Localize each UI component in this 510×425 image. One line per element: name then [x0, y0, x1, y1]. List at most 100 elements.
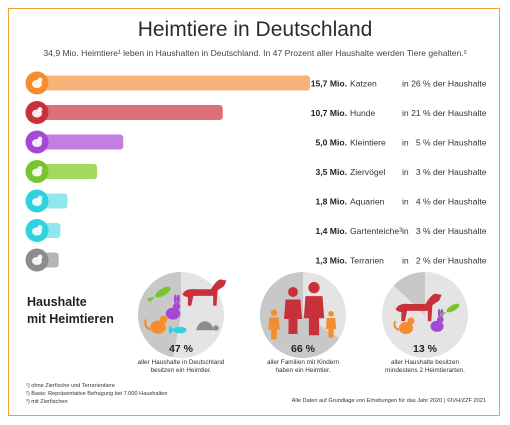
bar-2: [36, 105, 223, 120]
bar-share-7: in 2 % der Haushalte: [402, 256, 487, 266]
bar-row-6: 1,4 Mio. Gartenteiche³ in 3 % der Haushalt…: [25, 219, 487, 242]
pie-caption-2: aller Familien mit Kindern haben ein Hei…: [233, 359, 373, 375]
footnote-2: ²) Basis: Repräsentative Befragung bei 7…: [26, 391, 168, 397]
bar-4: [36, 164, 98, 179]
bar-share-4: in 3 % der Haushalte: [402, 167, 487, 177]
households-title: Haushalte mit Heimtieren: [27, 294, 114, 328]
bar-share-3: in 5 % der Haushalte: [402, 138, 487, 148]
source-note: Alle Daten auf Grundlage von Erhebungen …: [291, 398, 486, 404]
pie-caption-3-line1: aller Haushalte besitzen: [390, 359, 460, 366]
bar-category-3: Kleintiere: [350, 138, 386, 148]
pie-2-man-icon-body: [303, 296, 325, 336]
pie-1-rabbit-icon-head: [173, 302, 181, 310]
pie-2-child2-icon-head: [328, 310, 334, 317]
pie-1-bird-icon-body: [155, 286, 171, 298]
pie-caption-1-line2: besitzen ein Heimtier.: [150, 367, 212, 374]
pie-percent-3: 13 %: [413, 343, 437, 355]
pie-caption-2-line2: haben ein Heimtier.: [275, 367, 331, 374]
bar-category-2: Hunde: [350, 108, 376, 118]
pie-2: [260, 272, 346, 358]
pie-1-cat-icon: [144, 315, 168, 334]
rabbit-icon-glyph-head: [37, 136, 43, 142]
pie-3-bird-icon-tail: [439, 311, 447, 317]
pie-1-fish-icon: [169, 325, 187, 335]
pie-1-cat-icon-body: [150, 320, 166, 334]
bar-row-1: 15,7 Mio. Katzen in 26 % der Haushalte: [25, 71, 487, 95]
pie-3-cat-icon-body: [399, 322, 413, 334]
bar-category-7: Terrarien: [350, 256, 384, 266]
household-pies: [137, 272, 468, 358]
pie-3-rabbit-icon-ear: [437, 308, 441, 318]
bird-icon-glyph-head: [37, 166, 43, 171]
page-title: Heimtiere in Deutschland: [137, 18, 373, 41]
fish-icon-glyph-head: [37, 195, 43, 201]
pie-1-rabbit-icon: [165, 294, 181, 320]
pie-1-rabbit-icon-body: [165, 307, 181, 320]
bar-category-6: Gartenteiche³: [350, 226, 402, 236]
bar-1: [36, 75, 310, 91]
pie-1-rabbit-icon-ear: [173, 294, 177, 304]
pie-percent-1: 47 %: [169, 343, 193, 355]
pie-1-bird-icon-tail: [146, 296, 156, 303]
pie-2-woman-icon-body: [284, 299, 302, 334]
pie-3-bird-icon: [439, 303, 460, 317]
pie-1-cat-icon-head: [159, 315, 168, 324]
bar-chart: 15,7 Mio. Katzen in 26 % der Haushalte 10,7…: [25, 71, 487, 272]
bar-value-7: 1,3 Mio.: [315, 256, 347, 266]
bar-value-6: 1,4 Mio.: [315, 226, 347, 236]
pie-1-turtle-icon-shell: [196, 321, 214, 331]
bar-share-5: in 4 % der Haushalte: [402, 197, 487, 207]
pie-caption-3-line2: mindestens 2 Heimtierarten.: [385, 367, 465, 374]
pie-3-bird-icon-body: [446, 303, 460, 313]
pie-1-fish-icon-tail: [169, 325, 175, 335]
pie-1-bird-icon: [146, 286, 171, 303]
cat-icon-glyph-head: [37, 77, 43, 83]
bar-category-1: Katzen: [350, 79, 377, 89]
dog-icon-glyph-head: [37, 107, 43, 112]
pie-3-dog-icon: [393, 293, 442, 322]
bar-value-5: 1,8 Mio.: [315, 197, 347, 207]
pie-3-rabbit-icon-body: [430, 320, 444, 332]
page-subtitle: 34,9 Mio. Heimtiere¹ leben in Haushalten…: [43, 48, 467, 58]
pie-1-share: [137, 272, 181, 358]
koi-icon-glyph-head: [37, 225, 43, 230]
bar-value-1: 15,7 Mio.: [311, 79, 347, 89]
bar-row-2: 10,7 Mio. Hunde in 21 % der Haushalte: [25, 101, 487, 124]
pie-3-cat-icon-head: [407, 317, 415, 325]
pie-1-turtle-icon: [196, 321, 219, 331]
pie-2-man-icon: [303, 281, 325, 336]
bar-row-4: 3,5 Mio. Ziervögel in 3 % der Haushalte: [25, 160, 487, 183]
bar-share-2: in 21 % der Haushalte: [402, 108, 487, 118]
pie-3-cat-icon-tail: [393, 320, 400, 331]
pie-3-rabbit-icon: [430, 308, 444, 332]
pie-2-child2-icon-body: [325, 318, 337, 338]
bar-row-5: 1,8 Mio. Aquarien in 4 % der Haushalte: [25, 189, 487, 213]
pie-percent-2: 66 %: [291, 343, 315, 355]
footnote-1: ¹) ohne Zierfische und Terrarientiere: [26, 383, 115, 389]
footnotes: ¹) ohne Zierfische und Terrarientiere ²)…: [26, 382, 167, 406]
bar-value-4: 3,5 Mio.: [315, 167, 347, 177]
pie-2-child-icon: [268, 309, 280, 340]
bar-row-7: 1,3 Mio. Terrarien in 2 % der Haushalte: [25, 248, 487, 272]
pie-1-turtle-icon-head: [213, 325, 219, 331]
pie-1-dog-icon-shape: [180, 279, 227, 306]
pie-1: [137, 272, 227, 358]
pie-1-rabbit-icon-ear2: [176, 294, 180, 304]
bar-share-1: in 26 % der Haushalte: [402, 79, 487, 89]
pie-3-cat-icon: [393, 317, 415, 334]
pie-2-child-icon-body: [268, 317, 280, 340]
pie-2-child-icon-head: [270, 309, 278, 316]
pie-2-man-icon-head: [308, 281, 320, 294]
bar-share-6: in 3 % der Haushalte: [402, 226, 487, 236]
bar-category-5: Aquarien: [350, 197, 385, 207]
households-title-line1: Haushalte: [27, 295, 87, 309]
pie-3-dog-icon-shape: [393, 293, 442, 322]
pie-caption-1-line1: aller Haushalte in Deutschland: [137, 359, 225, 366]
pie-3: [382, 272, 468, 358]
pie-3-rabbit-icon-head: [437, 316, 444, 323]
pie-1-cat-icon-tail: [144, 319, 151, 331]
pie-2-woman-icon-head: [288, 287, 298, 297]
pie-2-child2-icon: [325, 310, 337, 338]
bar-3: [36, 134, 124, 150]
bar-value-2: 10,7 Mio.: [311, 108, 347, 118]
